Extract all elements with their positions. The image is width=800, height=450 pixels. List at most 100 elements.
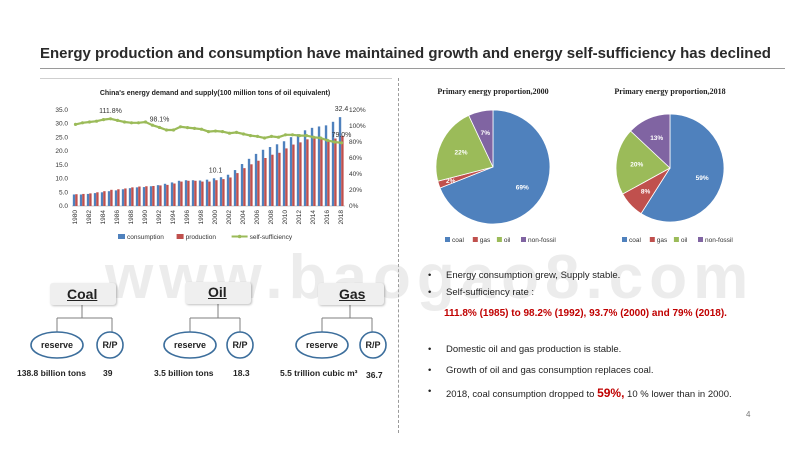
x-tick-label: 2018 xyxy=(338,210,345,225)
consumption-bar xyxy=(191,180,195,206)
production-bar xyxy=(271,154,274,206)
consumption-bar xyxy=(72,194,76,206)
pie-slice-non-fossil xyxy=(468,109,494,168)
legend-swatch-production xyxy=(176,234,184,239)
production-bar xyxy=(236,173,239,206)
bullet-consumption: Energy consumption grew, Supply stable. xyxy=(428,270,788,281)
x-tick-label: 1992 xyxy=(156,210,163,225)
consumption-bar xyxy=(289,137,293,206)
x-tick-label: 2002 xyxy=(226,210,233,225)
coal-rp-value: 39 xyxy=(103,368,113,378)
pie-slice-oil xyxy=(615,130,671,195)
consumption-bar xyxy=(310,127,314,206)
consumption-bar xyxy=(93,193,97,206)
pie-slice-label: 8% xyxy=(641,188,651,195)
self-sufficiency-point xyxy=(255,134,260,138)
consumption-bar xyxy=(240,164,244,206)
production-bar xyxy=(229,177,232,206)
oil-rp-value: 18.3 xyxy=(233,368,250,378)
title-rule xyxy=(40,68,785,69)
consumption-bar xyxy=(303,130,307,206)
consumption-bar xyxy=(163,183,167,206)
production-bar xyxy=(89,193,92,206)
y-right-tick-label: 60% xyxy=(349,155,362,162)
self-sufficiency-point xyxy=(311,135,316,139)
production-bar xyxy=(320,138,323,206)
data-label: 98.1% xyxy=(150,116,170,123)
x-tick-label: 2004 xyxy=(240,210,247,225)
data-label: 111.8% xyxy=(99,108,122,115)
consumption-bar xyxy=(156,185,160,206)
production-bar xyxy=(159,185,162,206)
y-left-tick-label: 35.0 xyxy=(55,107,68,114)
self-sufficiency-point xyxy=(213,129,218,133)
pie-slice-label: 69% xyxy=(516,184,529,191)
consumption-bar xyxy=(114,190,118,206)
x-tick-label: 1998 xyxy=(198,210,205,225)
coal-reserve-node: reserve xyxy=(40,340,74,350)
self-sufficiency-point xyxy=(185,126,190,130)
oil-reserve-node: reserve xyxy=(173,340,207,350)
self-sufficiency-point xyxy=(220,130,225,134)
pie-legend-label-coal: coal xyxy=(452,237,464,244)
self-sufficiency-point xyxy=(227,131,232,135)
production-bar xyxy=(124,188,127,206)
self-sufficiency-point xyxy=(115,118,120,122)
chart-title: China's energy demand and supply(100 mil… xyxy=(100,90,330,97)
bullet-oil-gas-text: Growth of oil and gas consumption replac… xyxy=(446,365,654,376)
pie-slice-label: 20% xyxy=(630,161,643,168)
production-bar xyxy=(264,158,267,206)
self-sufficiency-detail: 111.8% (1985) to 98.2% (1992), 93.7% (20… xyxy=(444,308,727,319)
pie-legend-swatch-gas xyxy=(649,237,655,242)
x-tick-label: 2016 xyxy=(324,210,331,225)
production-bar xyxy=(96,192,99,206)
bullet-coal-value: 59%, xyxy=(597,386,625,400)
production-bar xyxy=(334,138,337,206)
y-left-tick-label: 15.0 xyxy=(55,162,68,169)
y-left-tick-label: 10.0 xyxy=(55,176,68,183)
y-left-tick-label: 25.0 xyxy=(55,134,68,141)
consumption-bar xyxy=(317,126,321,206)
bullet-domestic-production: Domestic oil and gas production is stabl… xyxy=(428,344,788,355)
production-bar xyxy=(201,181,204,206)
pie-chart-2018: Primary energy proportion,2018 59% 8% 20% 1… xyxy=(614,87,733,244)
production-bar xyxy=(82,193,85,206)
pie-legend-label-oil: oil xyxy=(504,237,511,244)
self-sufficiency-point xyxy=(122,120,127,124)
bullet-self-sufficiency: Self-sufficiency rate : xyxy=(428,287,788,298)
summary-bullets: Energy consumption grew, Supply stable. … xyxy=(428,270,788,400)
consumption-bar xyxy=(275,144,279,206)
consumption-bar xyxy=(128,188,132,206)
consumption-bar xyxy=(233,170,237,206)
consumption-bar xyxy=(184,180,188,206)
x-tick-label: 2000 xyxy=(212,210,219,225)
pie-legend-label-oil: oil xyxy=(681,237,688,244)
consumption-bar xyxy=(107,191,111,206)
production-bar xyxy=(299,142,302,206)
production-bar xyxy=(208,181,211,206)
production-bar xyxy=(194,180,197,206)
production-bar xyxy=(131,187,134,206)
pie-slice-coal xyxy=(439,109,551,225)
consumption-bar xyxy=(135,187,139,206)
production-bar xyxy=(327,139,330,206)
consumption-bar xyxy=(219,177,223,206)
consumption-bar xyxy=(282,141,286,206)
x-tick-label: 1984 xyxy=(100,210,107,225)
energy-demand-supply-chart: China's energy demand and supply(100 mil… xyxy=(55,90,366,241)
legend-swatch-consumption xyxy=(118,234,125,239)
coal-reserve-value: 138.8 billion tons xyxy=(17,368,86,378)
consumption-bar xyxy=(79,194,83,206)
pie-legend-swatch-oil xyxy=(673,237,679,242)
production-bar xyxy=(215,180,218,206)
production-bar xyxy=(313,138,316,206)
self-sufficiency-point xyxy=(297,134,302,138)
self-sufficiency-point xyxy=(192,126,197,130)
pie-slice-oil xyxy=(435,114,494,182)
pie-legend-swatch-gas xyxy=(472,237,478,242)
production-bar xyxy=(166,184,169,206)
gas-rp-node: R/P xyxy=(365,340,381,350)
x-tick-label: 1982 xyxy=(86,210,93,225)
oil-title-box xyxy=(185,282,251,304)
pie-legend-swatch-coal xyxy=(622,237,627,242)
